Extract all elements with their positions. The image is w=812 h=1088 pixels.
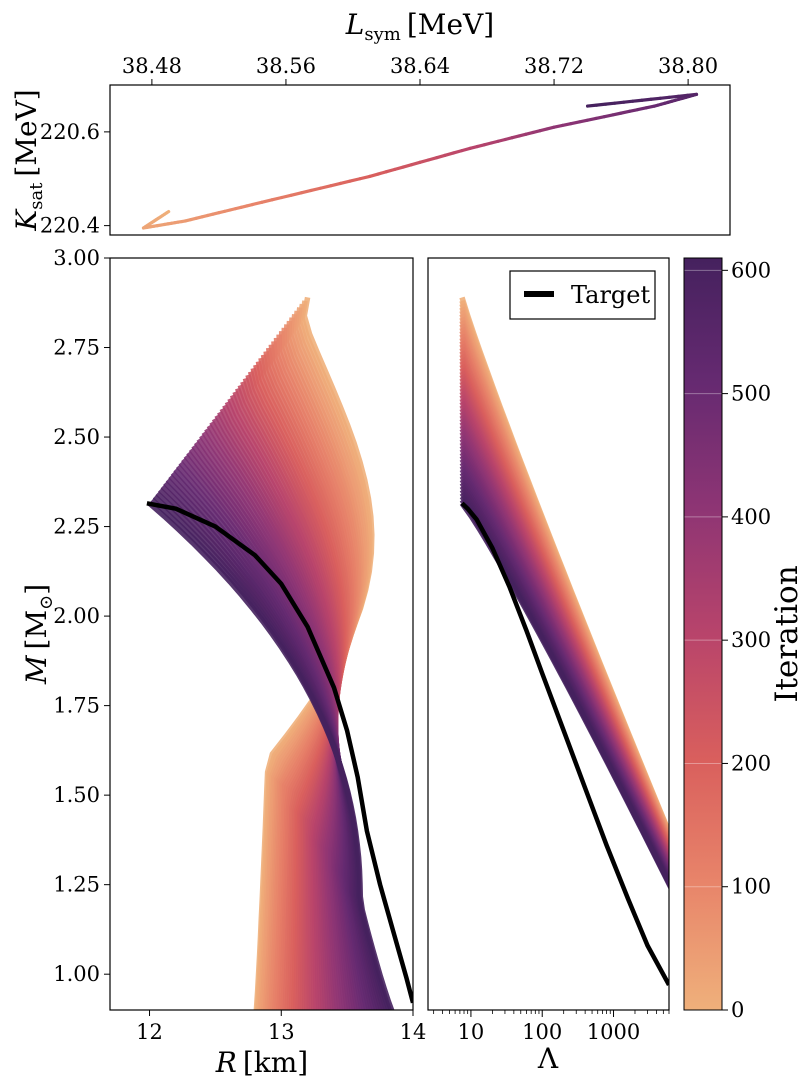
top-trajectory	[141, 92, 699, 230]
mass-radius-y-tick-label: 3.00	[53, 246, 100, 270]
colorbar-tick-lines	[684, 269, 722, 888]
top-x-tick-label: 38.56	[256, 54, 316, 78]
trajectory-segment	[319, 184, 333, 190]
top-x-tick-label: 38.80	[658, 54, 718, 78]
mass-radius-target-curve	[146, 501, 413, 1004]
mass-radius-x-ticks: 12 13 14	[136, 1010, 426, 1044]
mass-radius-x-tick-label: 13	[268, 1020, 295, 1044]
top-y-tick-label: 220.6	[40, 120, 100, 144]
colorbar-frame	[683, 257, 723, 1011]
mass-radius-x-tick-label: 14	[400, 1020, 427, 1044]
top-axes-frame	[109, 84, 731, 236]
trajectory-segment	[309, 186, 323, 193]
colorbar-ticks: 0 100 200 300 400 500 600	[722, 258, 771, 1022]
mass-tidal-curve	[459, 501, 669, 891]
trajectory-segment	[299, 188, 313, 195]
colorbar: 0 100 200 300 400 500 600 Iteration	[683, 257, 805, 1022]
mass-radius-panel: 12 13 14 1.00 1.25 1.50 1.75 2.00 2.25 2.50 2.75 3…	[20, 246, 426, 1079]
mass-radius-axes-frame	[109, 257, 414, 1011]
top-y-axis-label: Ksat[MeV]	[10, 89, 47, 231]
mass-tidal-axes-frame	[427, 257, 670, 1011]
top-panel: 38.48 38.56 38.64 38.72 38.80 220.4 220.6 Lsy…	[10, 8, 731, 238]
trajectory-segment	[289, 191, 303, 197]
colorbar-tick-label: 400	[731, 505, 771, 529]
top-x-tick-label: 38.64	[390, 54, 450, 78]
mass-radius-curve	[147, 501, 395, 1010]
trajectory-segment	[338, 179, 352, 186]
mass-tidal-x-tick-label: 1000	[587, 1020, 640, 1044]
mass-tidal-x-axis-label: Λ	[537, 1042, 559, 1075]
colorbar-tick-label: 200	[731, 751, 771, 775]
mass-radius-y-tick-label: 2.00	[53, 604, 100, 628]
colorbar-tick-label: 0	[731, 998, 744, 1022]
mass-radius-y-tick-label: 1.75	[53, 694, 100, 718]
colorbar-tick-label: 600	[731, 258, 771, 282]
legend-target-label: Target	[571, 281, 650, 309]
trajectory-segment	[270, 195, 284, 202]
mass-radius-y-tick-label: 1.50	[53, 783, 100, 807]
mass-radius-y-axis-label: M[M⊙]	[20, 584, 57, 685]
trajectory-segment	[585, 103, 599, 108]
mass-tidal-target-curve	[460, 501, 669, 986]
mass-radius-y-tick-label: 2.50	[53, 425, 100, 449]
mass-tidal-x-tick-label: 100	[522, 1020, 562, 1044]
mass-tidal-x-ticks: 10 100 1000	[433, 1010, 670, 1044]
colorbar-tick-label: 500	[731, 382, 771, 406]
top-x-tick-label: 38.72	[524, 54, 584, 78]
trajectory-segment	[260, 198, 274, 204]
top-x-ticks: 38.48 38.56 38.64 38.72 38.80	[122, 54, 718, 85]
mass-radius-y-tick-label: 1.25	[53, 873, 100, 897]
mass-radius-y-tick-label: 1.00	[53, 962, 100, 986]
colorbar-gradient	[684, 258, 722, 1010]
mass-radius-y-tick-label: 2.75	[53, 336, 100, 360]
trajectory-segment	[348, 177, 362, 183]
mass-tidal-curves	[459, 296, 669, 986]
mass-radius-y-tick-label: 2.25	[53, 515, 100, 539]
trajectory-segment	[358, 174, 372, 181]
mass-radius-y-ticks: 1.00 1.25 1.50 1.75 2.00 2.25 2.50 2.75 3.00	[53, 246, 110, 986]
trajectory-segment	[329, 181, 343, 188]
legend: Target	[509, 270, 656, 320]
trajectory-segment	[250, 200, 264, 207]
top-x-tick-label: 38.48	[122, 54, 182, 78]
colorbar-tick-label: 300	[731, 628, 771, 652]
top-x-axis-label: Lsym [MeV]	[345, 8, 494, 45]
mass-radius-curves	[146, 296, 413, 1010]
colorbar-label: Iteration	[769, 565, 805, 702]
top-y-tick-label: 220.4	[40, 214, 100, 238]
trajectory-segment	[280, 193, 294, 200]
mass-tidal-x-tick-label: 10	[458, 1020, 485, 1044]
mass-radius-x-tick-label: 12	[136, 1020, 163, 1044]
colorbar-tick-label: 100	[731, 875, 771, 899]
mass-tidal-panel: 10 100 1000 Λ Target	[427, 257, 670, 1075]
top-y-ticks: 220.4 220.6	[40, 120, 110, 238]
mass-radius-x-axis-label: R [km]	[215, 1046, 308, 1079]
